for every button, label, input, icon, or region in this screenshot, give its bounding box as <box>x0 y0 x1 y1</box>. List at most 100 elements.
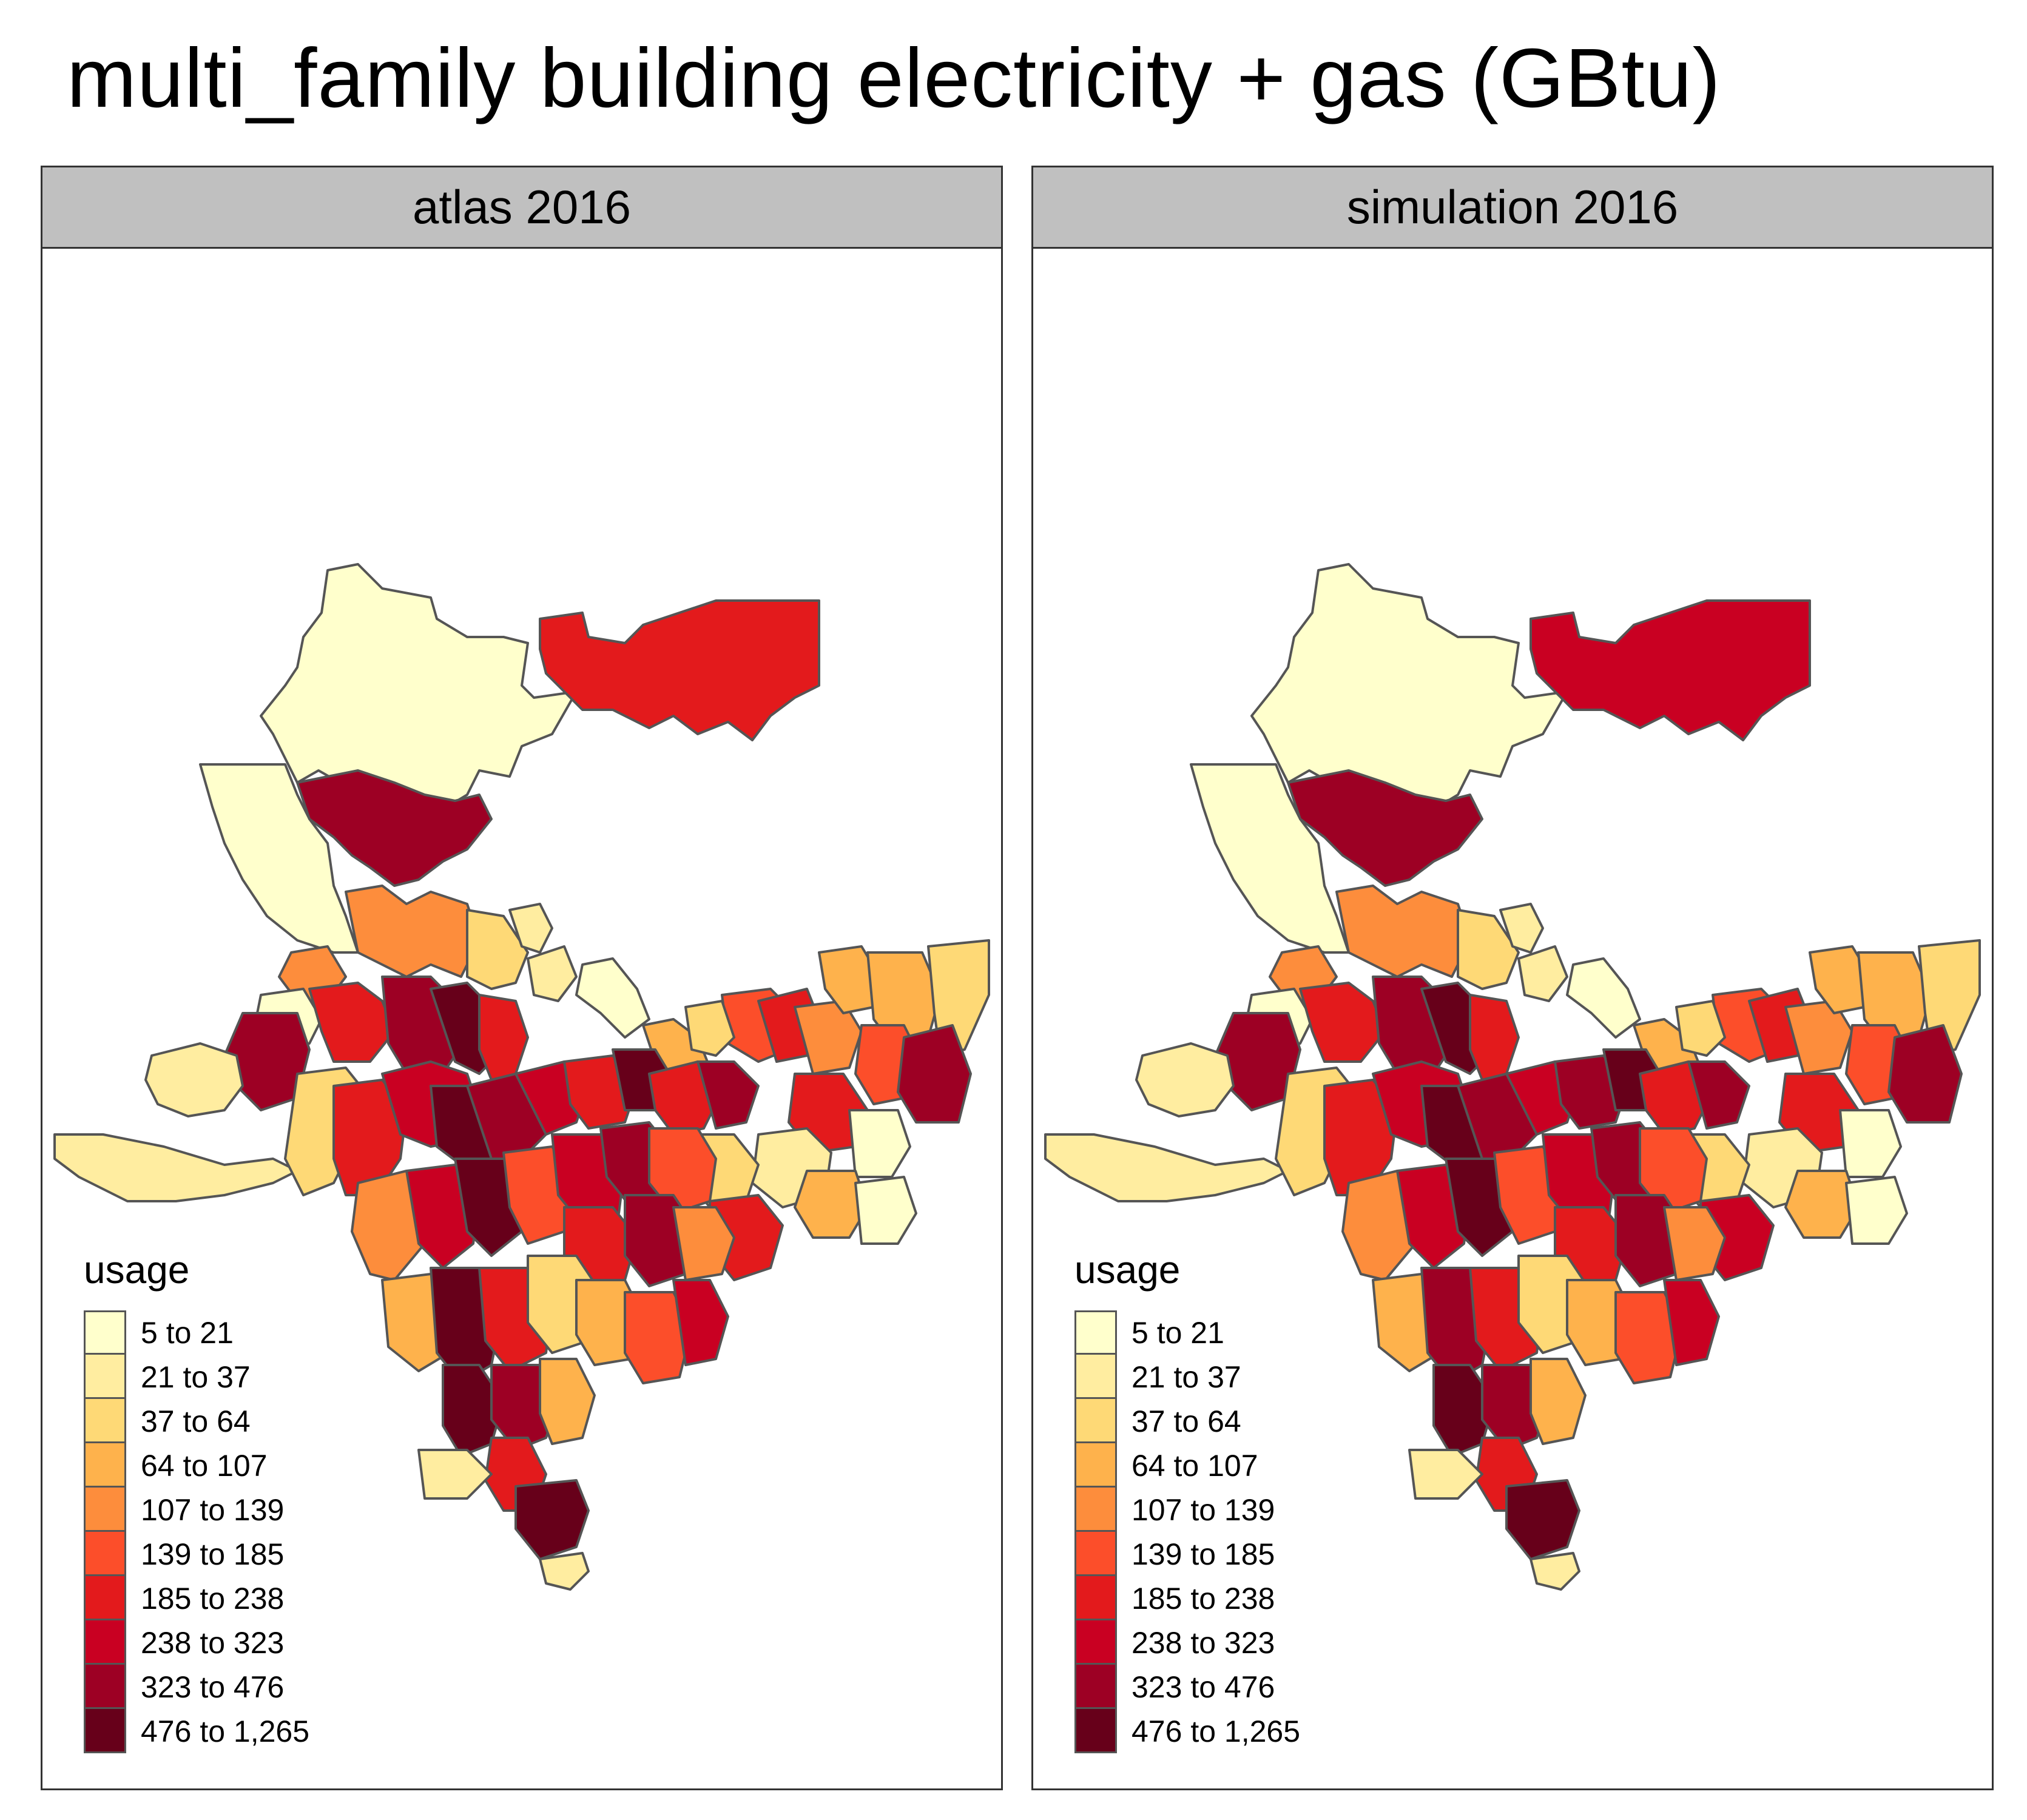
legend-item: 37 to 64 <box>1074 1399 1300 1443</box>
legend-label: 37 to 64 <box>1132 1404 1241 1438</box>
legend-label: 21 to 37 <box>141 1360 251 1394</box>
map-region <box>1457 909 1520 990</box>
legend-item: 323 to 476 <box>1074 1665 1300 1709</box>
map-region <box>575 957 650 1039</box>
map-region <box>1530 599 1811 741</box>
map-region <box>478 994 529 1081</box>
map-region <box>1044 1133 1289 1202</box>
legend-label: 64 to 107 <box>141 1448 268 1483</box>
legend-label: 139 to 185 <box>141 1537 285 1571</box>
legend-label: 5 to 21 <box>1132 1315 1224 1350</box>
map-region <box>854 1176 917 1245</box>
map-region <box>539 599 820 741</box>
map-region <box>1663 1279 1720 1366</box>
legend-item: 139 to 185 <box>1074 1532 1300 1576</box>
map-region <box>1408 1449 1483 1500</box>
map-region <box>508 903 553 954</box>
legend-label: 185 to 238 <box>1132 1581 1275 1616</box>
legend-item: 185 to 238 <box>1074 1576 1300 1620</box>
map-panel-atlas: atlas 2016 usage 5 to 21 21 to 37 37 to 64… <box>41 166 1003 1790</box>
map-region <box>1530 1358 1587 1445</box>
legend-swatch <box>1074 1488 1117 1532</box>
legend-label: 238 to 323 <box>1132 1625 1275 1660</box>
map-region <box>1687 1060 1750 1130</box>
panel-header: simulation 2016 <box>1033 167 1992 249</box>
map-region <box>1469 994 1520 1081</box>
legend-label: 185 to 238 <box>141 1581 285 1616</box>
legend-swatch <box>84 1620 126 1665</box>
map-region <box>1287 769 1483 887</box>
legend-swatch <box>1074 1576 1117 1620</box>
legend-swatch <box>84 1709 126 1753</box>
legend-label: 64 to 107 <box>1132 1448 1258 1483</box>
map-region <box>296 769 493 887</box>
legend-label: 476 to 1,265 <box>141 1714 310 1748</box>
legend-title: usage <box>84 1248 190 1292</box>
legend-item: 5 to 21 <box>84 1310 309 1355</box>
map-region <box>648 1127 717 1215</box>
map-region <box>1499 903 1544 954</box>
legend-swatch <box>84 1532 126 1576</box>
map-region <box>672 1206 735 1281</box>
legend-swatch <box>84 1665 126 1709</box>
map-panel-simulation: simulation 2016 usage 5 to 21 21 to 37 37 … <box>1031 166 1994 1790</box>
legend-swatch <box>1074 1355 1117 1399</box>
legend-swatch <box>1074 1665 1117 1709</box>
map-region <box>1887 1024 1963 1124</box>
legend-label: 323 to 476 <box>141 1670 285 1704</box>
map-region <box>345 885 481 978</box>
legend-item: 139 to 185 <box>84 1532 309 1576</box>
legend: usage 5 to 21 21 to 37 37 to 64 64 to 107 10… <box>1074 1247 1300 1753</box>
map-region <box>466 909 529 990</box>
legend-swatch <box>1074 1532 1117 1576</box>
legend-title: usage <box>1074 1248 1181 1292</box>
choropleth-map <box>53 563 990 1591</box>
map-region <box>539 1552 590 1591</box>
map-region <box>1335 885 1471 978</box>
legend-swatch <box>1074 1443 1117 1488</box>
map-region <box>260 563 578 814</box>
map-region <box>672 1279 729 1366</box>
map-region <box>684 1000 735 1057</box>
map-region <box>1839 1109 1902 1178</box>
map-region <box>1250 563 1568 814</box>
legend-item: 21 to 37 <box>1074 1355 1300 1399</box>
legend-label: 238 to 323 <box>141 1625 285 1660</box>
panel-header: atlas 2016 <box>42 167 1001 249</box>
legend-item: 107 to 139 <box>1074 1488 1300 1532</box>
legend-label: 37 to 64 <box>141 1404 251 1438</box>
map-region <box>1517 945 1568 1002</box>
legend-swatch <box>1074 1620 1117 1665</box>
legend-label: 323 to 476 <box>1132 1670 1275 1704</box>
legend-swatch <box>1074 1310 1117 1355</box>
map-region <box>1663 1206 1726 1281</box>
map-region <box>696 1060 760 1130</box>
legend-label: 21 to 37 <box>1132 1360 1241 1394</box>
map-region <box>1530 1552 1580 1591</box>
map-region <box>1675 1000 1726 1057</box>
legend-label: 476 to 1,265 <box>1132 1714 1301 1748</box>
map-region <box>1135 1042 1235 1117</box>
legend-item: 476 to 1,265 <box>1074 1709 1300 1753</box>
legend-item: 238 to 323 <box>84 1620 309 1665</box>
map-region <box>527 945 578 1002</box>
map-region <box>848 1109 911 1178</box>
legend-swatch <box>84 1355 126 1399</box>
map-region <box>417 1449 493 1500</box>
map-region <box>144 1042 244 1117</box>
legend-item: 323 to 476 <box>84 1665 309 1709</box>
map-region <box>1845 1176 1908 1245</box>
map-region <box>308 982 396 1063</box>
legend-label: 107 to 139 <box>1132 1492 1275 1527</box>
page-title: multi_family building electricity + gas … <box>67 32 1721 125</box>
map-region <box>1639 1127 1708 1215</box>
map-region <box>897 1024 972 1124</box>
legend-label: 107 to 139 <box>141 1492 285 1527</box>
legend-item: 37 to 64 <box>84 1399 309 1443</box>
map-region <box>1299 982 1386 1063</box>
legend-label: 139 to 185 <box>1132 1537 1275 1571</box>
map-region <box>1784 1170 1860 1239</box>
map-region <box>624 1291 693 1384</box>
legend-item: 5 to 21 <box>1074 1310 1300 1355</box>
legend-item: 64 to 107 <box>1074 1443 1300 1488</box>
